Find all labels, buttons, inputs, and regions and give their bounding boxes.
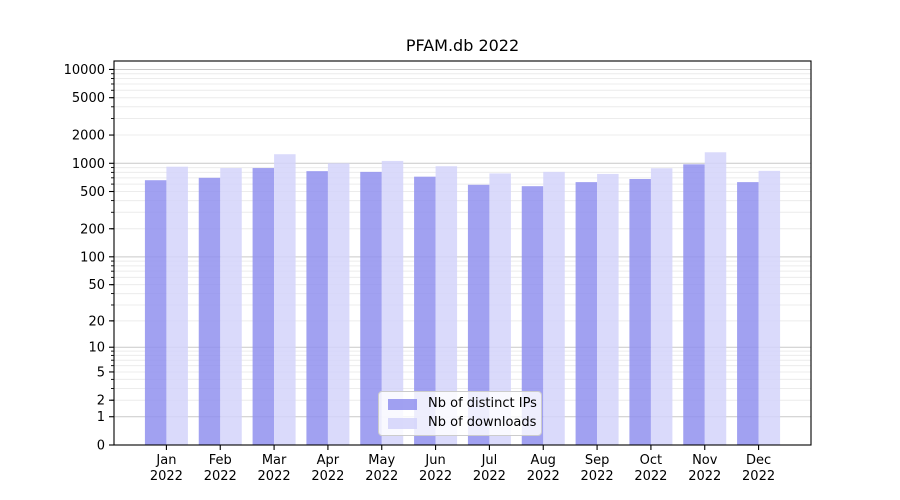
x-tick-label-year-jan: 2022 — [150, 469, 183, 484]
bar-downloads-may — [381, 160, 404, 445]
x-tick-label-month-nov: Nov — [692, 453, 718, 468]
y-tick-label-2: 2 — [97, 394, 105, 409]
bar-distinct-ips-oct — [629, 178, 651, 445]
y-tick-label-1: 1 — [97, 410, 105, 425]
legend-label-distinct-ips: Nb of distinct IPs — [428, 396, 537, 411]
bar-distinct-ips-sep — [575, 182, 598, 445]
x-tick-label-month-apr: Apr — [317, 453, 340, 468]
legend: Nb of distinct IPs Nb of downloads — [378, 391, 542, 436]
x-tick-label-month-sep: Sep — [585, 453, 610, 468]
bar-downloads-feb — [220, 168, 242, 445]
x-tick-label-year-oct: 2022 — [634, 469, 667, 484]
plot-spines — [113, 60, 812, 446]
y-tick-label-20: 20 — [88, 314, 105, 329]
bar-downloads-dec — [758, 170, 781, 445]
bar-distinct-ips-may — [360, 171, 382, 445]
y-tick-label-10: 10 — [88, 341, 105, 356]
x-tick-label-month-may: May — [368, 453, 395, 468]
y-tick-label-0: 0 — [97, 439, 105, 454]
x-tick-label-month-aug: Aug — [531, 453, 556, 468]
x-tick-label-month-oct: Oct — [640, 453, 662, 468]
legend-item-downloads: Nb of downloads — [388, 416, 536, 430]
y-tick-label-100: 100 — [80, 250, 105, 265]
bar-downloads-apr — [327, 163, 350, 446]
x-tick-label-year-nov: 2022 — [688, 469, 721, 484]
bar-distinct-ips-nov — [683, 164, 705, 445]
x-tick-label-month-jan: Jan — [155, 453, 176, 468]
bar-downloads-nov — [704, 152, 727, 445]
bar-distinct-ips-jun — [414, 176, 436, 445]
bar-distinct-ips-apr — [306, 171, 328, 445]
bar-downloads-jan — [166, 166, 188, 445]
x-tick-label-month-dec: Dec — [746, 453, 771, 468]
y-tick-label-1000: 1000 — [72, 157, 105, 172]
x-tick-label-year-sep: 2022 — [581, 469, 614, 484]
x-tick-label-year-mar: 2022 — [258, 469, 291, 484]
chart-title: PFAM.db 2022 — [405, 36, 520, 55]
bar-downloads-oct — [650, 168, 673, 446]
bar-downloads-sep — [597, 173, 619, 445]
x-tick-label-year-may: 2022 — [365, 469, 398, 484]
y-tick-label-10000: 10000 — [64, 63, 105, 78]
y-tick-label-2000: 2000 — [72, 129, 105, 144]
legend-swatch-downloads — [388, 417, 417, 429]
legend-swatch-distinct-ips — [388, 398, 417, 410]
bar-distinct-ips-aug — [521, 186, 544, 445]
x-tick-label-month-mar: Mar — [262, 453, 287, 468]
bar-distinct-ips-jan — [144, 180, 167, 445]
x-tick-label-month-feb: Feb — [209, 453, 232, 468]
bar-downloads-aug — [543, 171, 565, 445]
bar-distinct-ips-mar — [252, 168, 275, 445]
x-tick-label-month-jul: Jul — [481, 453, 498, 468]
legend-label-downloads: Nb of downloads — [428, 415, 537, 430]
x-tick-label-month-jun: Jun — [424, 453, 445, 468]
bar-downloads-mar — [274, 154, 296, 446]
y-tick-label-50: 50 — [88, 278, 105, 293]
x-tick-label-year-aug: 2022 — [527, 469, 560, 484]
y-tick-label-5: 5 — [97, 365, 105, 380]
bar-downloads-jun — [435, 166, 458, 445]
y-tick-label-200: 200 — [80, 222, 105, 237]
bar-distinct-ips-jul — [467, 184, 490, 446]
x-tick-label-year-dec: 2022 — [742, 469, 775, 484]
bar-downloads-jul — [489, 173, 511, 446]
bar-distinct-ips-dec — [737, 182, 759, 445]
x-tick-label-year-apr: 2022 — [311, 469, 344, 484]
x-tick-label-year-feb: 2022 — [204, 469, 237, 484]
x-tick-label-year-jun: 2022 — [419, 469, 452, 484]
legend-item-distinct-ips: Nb of distinct IPs — [388, 397, 537, 411]
y-tick-label-500: 500 — [80, 185, 105, 200]
bar-distinct-ips-feb — [198, 177, 221, 445]
x-tick-label-year-jul: 2022 — [473, 469, 506, 484]
y-tick-label-5000: 5000 — [72, 91, 105, 106]
